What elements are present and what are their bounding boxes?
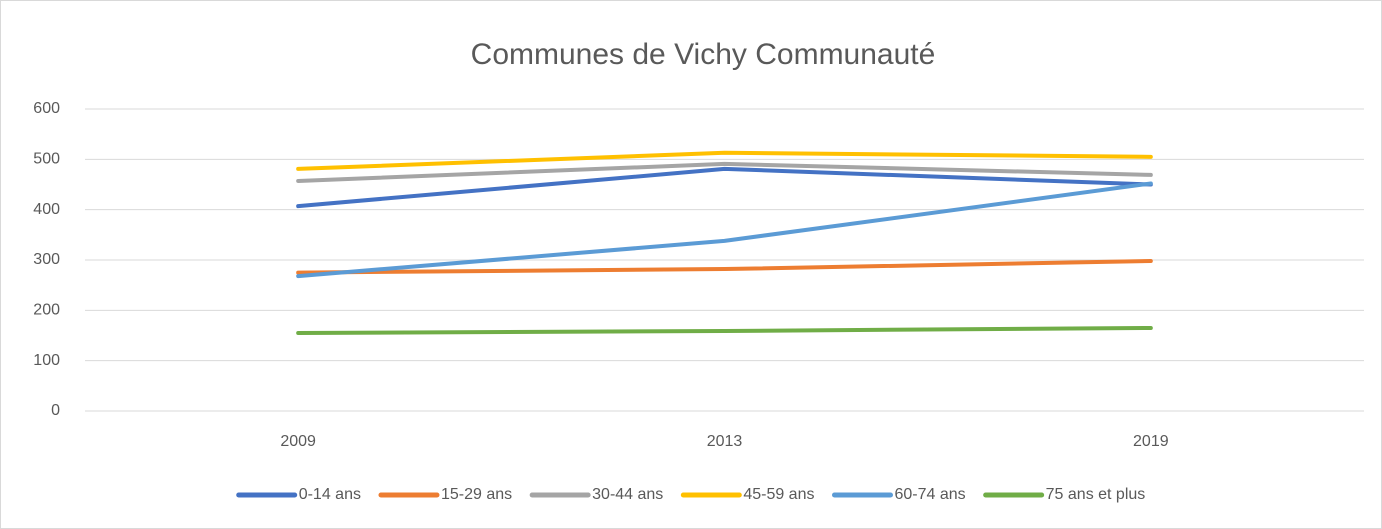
series-line bbox=[296, 259, 1153, 275]
series-line bbox=[296, 161, 1153, 183]
x-tick-label: 2009 bbox=[280, 433, 316, 450]
chart-title: Communes de Vichy Communauté bbox=[471, 38, 936, 71]
y-tick-label: 500 bbox=[33, 151, 60, 168]
x-tick-label: 2019 bbox=[1133, 433, 1169, 450]
legend-label: 75 ans et plus bbox=[1046, 486, 1146, 503]
series-line bbox=[296, 181, 1153, 279]
y-tick-label: 300 bbox=[33, 251, 60, 268]
series-line bbox=[296, 166, 1153, 209]
legend-item: 45-59 ans bbox=[680, 486, 814, 503]
legend-label: 15-29 ans bbox=[441, 486, 512, 503]
y-tick-label: 0 bbox=[51, 402, 60, 419]
legend-item: 0-14 ans bbox=[236, 486, 361, 503]
legend-label: 60-74 ans bbox=[894, 486, 965, 503]
y-tick-label: 600 bbox=[33, 100, 60, 117]
y-tick-label: 400 bbox=[33, 201, 60, 218]
series-line bbox=[296, 150, 1153, 171]
legend-label: 30-44 ans bbox=[592, 486, 663, 503]
legend-item: 60-74 ans bbox=[831, 486, 966, 503]
series-line bbox=[296, 325, 1153, 335]
legend-label: 0-14 ans bbox=[299, 486, 361, 503]
y-tick-label: 200 bbox=[33, 302, 60, 319]
legend-item: 75 ans et plus bbox=[983, 486, 1146, 503]
y-tick-label: 100 bbox=[33, 352, 60, 369]
x-tick-label: 2013 bbox=[707, 433, 743, 450]
legend-item: 30-44 ans bbox=[529, 486, 663, 503]
legend-item: 15-29 ans bbox=[378, 486, 512, 503]
legend-label: 45-59 ans bbox=[743, 486, 814, 503]
